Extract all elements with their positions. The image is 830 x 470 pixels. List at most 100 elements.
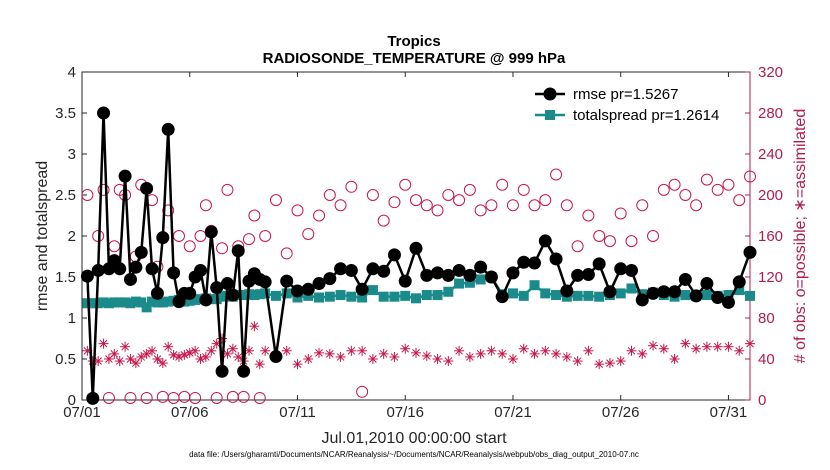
rmse-point [549,252,563,266]
assimilated-obs-point [594,359,605,370]
asterisk-stroke [250,322,259,331]
assimilated-obs-point [443,356,454,367]
asterisk-stroke [422,352,431,360]
asterisk-stroke [164,342,173,351]
right-y-tick-label: 200 [758,187,783,204]
possible-obs-point [253,391,266,404]
possible-obs-point [474,204,487,217]
totalspread-point [260,288,271,299]
asterisk-stroke [228,344,237,353]
right-y-tick-label: 120 [758,269,783,286]
totalspread-point [120,297,131,308]
rmse-point [431,266,445,280]
possible-obs-point [614,207,627,220]
x-tick-label: 07/31 [710,404,748,421]
totalspread-point [125,298,136,309]
rmse-point [355,282,369,296]
totalspread-point [615,288,626,299]
totalspread-point [443,286,454,297]
assimilated-obs-point [658,343,669,354]
assimilated-obs-point [389,351,400,362]
asterisk-stroke [336,353,345,361]
totalspread-point [249,290,260,301]
totalspread-point [114,297,125,308]
asterisk-stroke [202,353,210,361]
asterisk-stroke [487,346,496,355]
asterisk-stroke [315,348,323,357]
assimilated-obs-point [233,351,244,362]
totalspread-point [109,297,120,308]
rmse-point [538,234,552,248]
rmse-point [344,263,358,277]
totalspread-point [281,288,292,299]
assimilated-obs-point [486,345,497,356]
totalspread-point [529,280,540,291]
rmse-point [657,285,671,299]
possible-obs-point [722,178,735,191]
assimilated-obs-point [314,347,325,358]
assimilated-obs-point [712,341,723,352]
right-y-axis-label: # of obs: o=possible; ∗=assimilated [792,109,809,363]
rmse-point [506,266,520,280]
possible-obs-point [291,204,304,217]
rmse-point [420,268,434,282]
possible-obs-point [259,230,272,242]
rmse-point [732,275,746,289]
totalspread-point [324,291,335,302]
assimilated-obs-point [637,348,648,359]
assimilated-obs-point [518,343,529,354]
rmse-point [668,285,682,299]
asterisk-stroke [304,355,313,363]
totalspread-point [454,278,465,289]
assimilated-obs-point [206,345,217,356]
asterisk-stroke [245,346,253,355]
totalspread-point [292,292,303,303]
possible-obs-point [539,194,552,207]
asterisk-stroke [584,346,593,355]
possible-obs-point [313,209,326,222]
possible-obs-point [550,168,563,181]
totalspread-point [680,290,691,301]
totalspread-point [389,291,400,302]
rmse-point [560,284,574,298]
totalspread-point [190,294,201,305]
rmse-point [721,295,735,309]
rmse-point [312,277,326,291]
possible-obs-point [162,204,175,217]
assimilated-obs-point [260,345,271,356]
rmse-point [199,293,213,307]
totalspread-point [626,283,637,294]
assimilated-obs-point [157,358,168,369]
asterisk-stroke [552,350,560,358]
asterisk-stroke [347,346,356,355]
totalspread-point [147,296,158,307]
possible-obs-point [582,209,595,222]
asterisk-stroke [466,353,474,361]
series-layer [80,106,757,405]
asterisk-stroke [703,342,711,351]
possible-obs-point [81,189,94,201]
possible-obs-point [399,178,412,191]
totalspread-point [303,290,314,301]
possible-obs-point [463,183,476,196]
asterisk-stroke [282,346,291,355]
assimilated-obs-point [190,345,201,356]
possible-obs-point [210,391,223,404]
rmse-point [495,290,509,304]
legend: rmse pr=1.5267 totalspread pr=1.2614 [527,80,745,130]
possible-obs-point [269,194,282,207]
possible-obs-point [302,227,315,240]
totalspread-point [163,296,174,307]
possible-obs-point [237,390,250,403]
asterisk-stroke [724,342,733,351]
assimilated-obs-point [421,350,432,361]
possible-obs-point [679,189,692,201]
totalspread-point [745,290,755,301]
possible-obs-point [356,385,369,398]
possible-obs-point [216,242,229,255]
totalspread-point [346,291,357,302]
assimilated-obs-point [475,348,486,359]
rmse-point [123,272,137,286]
assimilated-obs-point [400,343,411,354]
